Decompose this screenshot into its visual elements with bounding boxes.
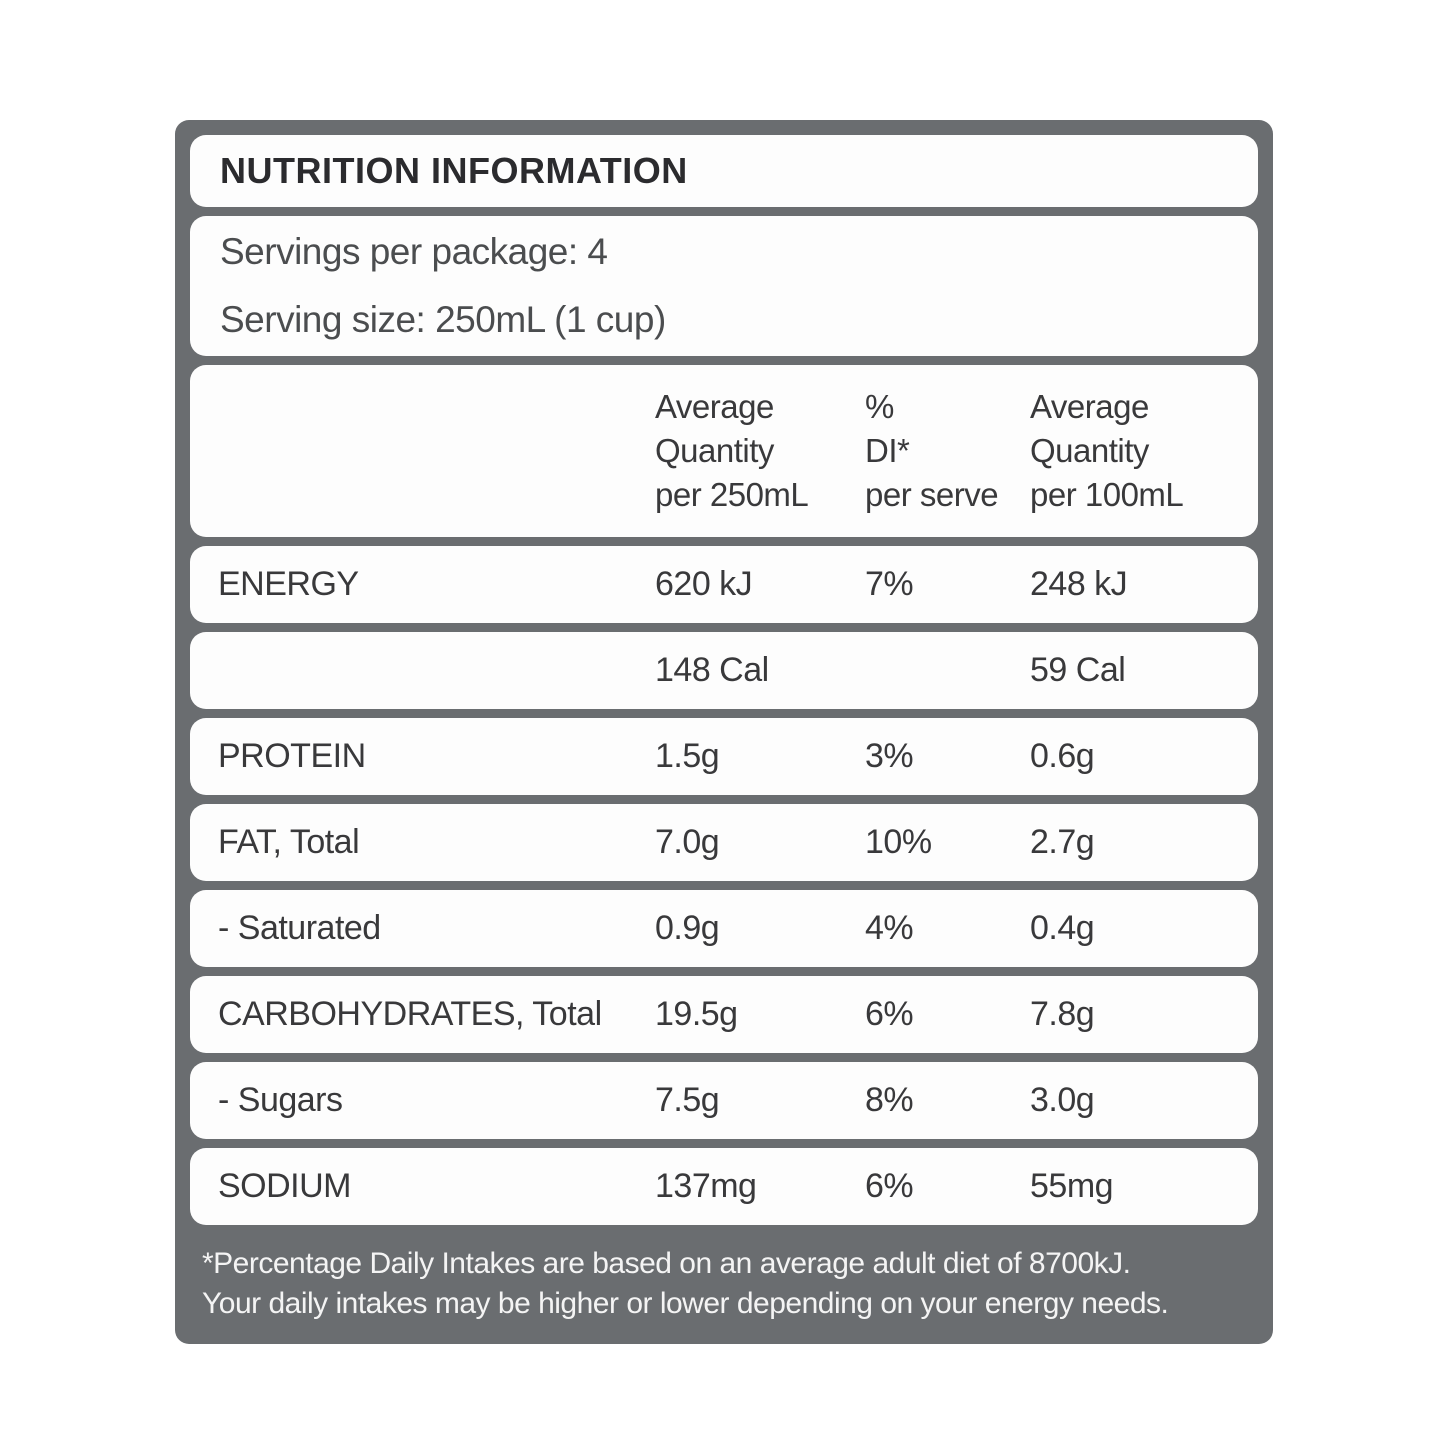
header-line: per 250mL bbox=[655, 476, 809, 513]
row-label: - Saturated bbox=[218, 909, 381, 947]
row-label: SODIUM bbox=[218, 1167, 352, 1205]
row-di: 10% bbox=[865, 823, 932, 861]
row-qty-100: 7.8g bbox=[1030, 995, 1095, 1033]
servings-card: Servings per package: 4 Serving size: 25… bbox=[190, 216, 1258, 356]
row-qty-100: 2.7g bbox=[1030, 823, 1095, 861]
row-di: 6% bbox=[865, 995, 914, 1033]
row-qty-250: 7.5g bbox=[655, 1081, 720, 1119]
footnote-line-1: *Percentage Daily Intakes are based on a… bbox=[202, 1247, 1131, 1280]
header-line: Quantity bbox=[655, 432, 774, 469]
table-row-carbohydrates: CARBOHYDRATES, Total 19.5g 6% 7.8g bbox=[190, 976, 1258, 1053]
row-qty-250: 7.0g bbox=[655, 823, 720, 861]
header-line: per 100mL bbox=[1030, 476, 1184, 513]
footnote-line-2: Your daily intakes may be higher or lowe… bbox=[202, 1287, 1169, 1320]
row-di: 8% bbox=[865, 1081, 914, 1119]
row-di: 7% bbox=[865, 565, 914, 603]
row-label: - Sugars bbox=[218, 1081, 343, 1119]
row-qty-250: 1.5g bbox=[655, 737, 720, 775]
row-label: PROTEIN bbox=[218, 737, 366, 775]
table-row-sodium: SODIUM 137mg 6% 55mg bbox=[190, 1148, 1258, 1225]
row-label: FAT, Total bbox=[218, 823, 360, 861]
row-qty-100: 0.4g bbox=[1030, 909, 1095, 947]
title-card: NUTRITION INFORMATION bbox=[190, 135, 1258, 207]
table-row-fat-total: FAT, Total 7.0g 10% 2.7g bbox=[190, 804, 1258, 881]
header-line: % bbox=[865, 388, 894, 425]
row-qty-250: 19.5g bbox=[655, 995, 738, 1033]
row-di: 4% bbox=[865, 909, 914, 947]
row-qty-100: 3.0g bbox=[1030, 1081, 1095, 1119]
row-qty-250: 0.9g bbox=[655, 909, 720, 947]
header-line: per serve bbox=[865, 476, 999, 513]
table-row-energy-cal: 148 Cal 59 Cal bbox=[190, 632, 1258, 709]
serving-size: Serving size: 250mL (1 cup) bbox=[220, 299, 666, 340]
table-header-row: Average Quantity per 250mL % DI* per ser… bbox=[190, 365, 1258, 537]
column-header-di: % DI* per serve bbox=[865, 385, 1030, 517]
header-line: Quantity bbox=[1030, 432, 1149, 469]
table-row-saturated: - Saturated 0.9g 4% 0.4g bbox=[190, 890, 1258, 967]
row-qty-250: 620 kJ bbox=[655, 565, 753, 603]
row-qty-100: 59 Cal bbox=[1030, 651, 1126, 689]
page-title: NUTRITION INFORMATION bbox=[220, 150, 688, 191]
table-row-energy: ENERGY 620 kJ 7% 248 kJ bbox=[190, 546, 1258, 623]
row-qty-100: 0.6g bbox=[1030, 737, 1095, 775]
row-qty-100: 248 kJ bbox=[1030, 565, 1128, 603]
row-qty-250: 137mg bbox=[655, 1167, 757, 1205]
header-line: DI* bbox=[865, 432, 910, 469]
row-di: 6% bbox=[865, 1167, 914, 1205]
nutrition-panel: NUTRITION INFORMATION Servings per packa… bbox=[175, 120, 1273, 1344]
daily-intake-footnote: *Percentage Daily Intakes are based on a… bbox=[190, 1244, 1258, 1330]
column-header-qty-250: Average Quantity per 250mL bbox=[655, 385, 865, 517]
column-header-qty-100: Average Quantity per 100mL bbox=[1030, 385, 1230, 517]
row-label: CARBOHYDRATES, Total bbox=[218, 995, 602, 1033]
header-line: Average bbox=[1030, 388, 1149, 425]
header-line: Average bbox=[655, 388, 774, 425]
row-qty-250: 148 Cal bbox=[655, 651, 769, 689]
table-row-protein: PROTEIN 1.5g 3% 0.6g bbox=[190, 718, 1258, 795]
row-qty-100: 55mg bbox=[1030, 1167, 1114, 1205]
row-di: 3% bbox=[865, 737, 914, 775]
table-row-sugars: - Sugars 7.5g 8% 3.0g bbox=[190, 1062, 1258, 1139]
servings-per-package: Servings per package: 4 bbox=[220, 231, 608, 272]
row-label: ENERGY bbox=[218, 565, 359, 603]
